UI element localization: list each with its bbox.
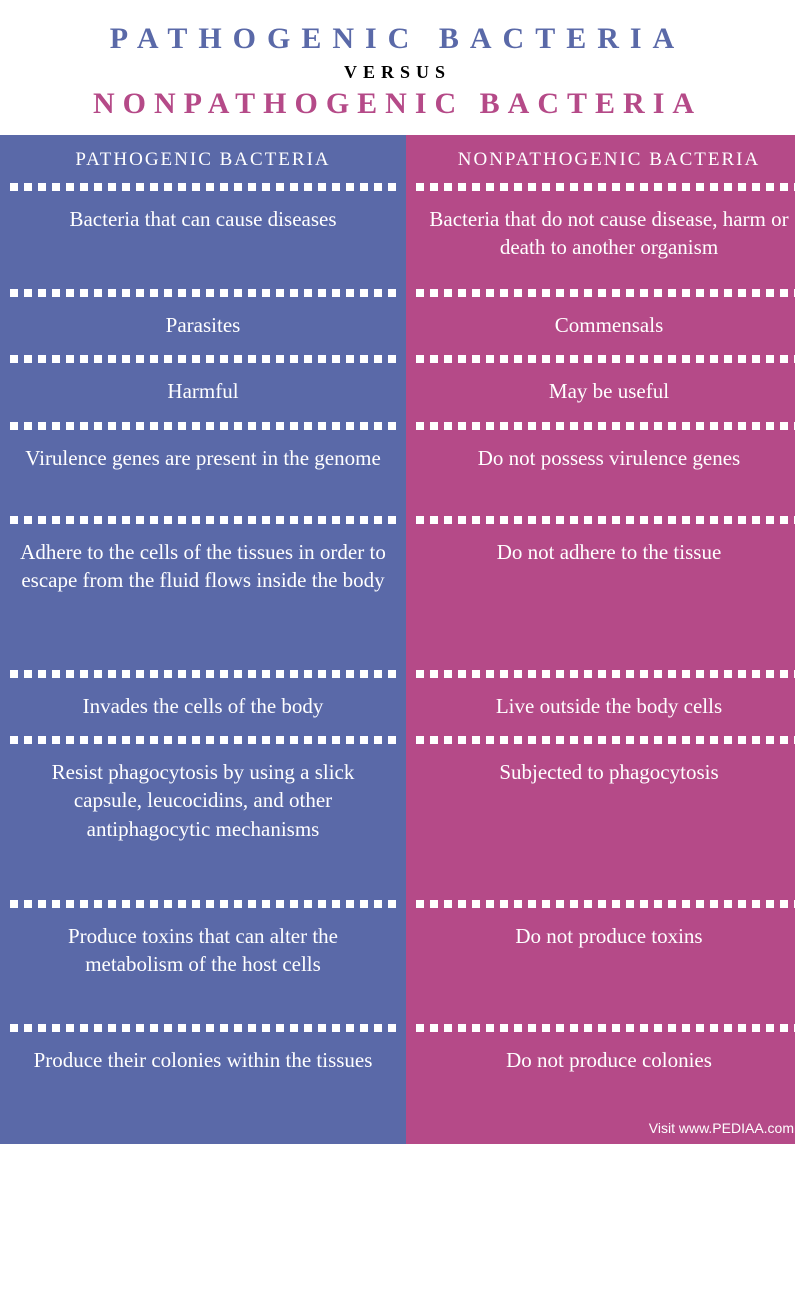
header: PATHOGENIC BACTERIA VERSUS NONPATHOGENIC…: [0, 0, 795, 135]
divider: [406, 1024, 795, 1032]
divider: [0, 183, 406, 191]
table-cell: Subjected to phagocytosis: [406, 744, 795, 900]
table-cell: Parasites: [0, 297, 406, 355]
divider: [0, 900, 406, 908]
table-cell: Produce their colonies within the tissue…: [0, 1032, 406, 1118]
divider: [0, 516, 406, 524]
table-cell: Invades the cells of the body: [0, 678, 406, 736]
column-pathogenic: PATHOGENIC BACTERIA Bacteria that can ca…: [0, 135, 406, 1144]
table-cell: Virulence genes are present in the genom…: [0, 430, 406, 516]
table-cell: Harmful: [0, 363, 406, 421]
divider: [406, 900, 795, 908]
divider: [406, 516, 795, 524]
divider: [406, 289, 795, 297]
table-cell: Bacteria that do not cause disease, harm…: [406, 191, 795, 289]
title-top: PATHOGENIC BACTERIA: [20, 22, 775, 56]
table-cell: Do not produce toxins: [406, 908, 795, 1024]
table-cell: Do not adhere to the tissue: [406, 524, 795, 670]
table-cell: May be useful: [406, 363, 795, 421]
table-cell: Do not produce colonies: [406, 1032, 795, 1118]
divider: [406, 183, 795, 191]
title-bottom: NONPATHOGENIC BACTERIA: [20, 87, 775, 121]
table-cell: Do not possess virulence genes: [406, 430, 795, 516]
column-header-right: NONPATHOGENIC BACTERIA: [406, 135, 795, 183]
divider: [406, 736, 795, 744]
table-cell: Produce toxins that can alter the metabo…: [0, 908, 406, 1024]
divider: [0, 670, 406, 678]
table-cell: Live outside the body cells: [406, 678, 795, 736]
divider: [406, 355, 795, 363]
column-header-left: PATHOGENIC BACTERIA: [0, 135, 406, 183]
divider: [406, 670, 795, 678]
table-cell: Resist phagocytosis by using a slick cap…: [0, 744, 406, 900]
divider: [0, 289, 406, 297]
divider: [0, 1024, 406, 1032]
table-cell: Adhere to the cells of the tissues in or…: [0, 524, 406, 670]
comparison-table: PATHOGENIC BACTERIA Bacteria that can ca…: [0, 135, 795, 1144]
table-cell: Commensals: [406, 297, 795, 355]
divider: [0, 736, 406, 744]
footer-credit: Visit www.PEDIAA.com: [406, 1118, 795, 1144]
divider: [406, 422, 795, 430]
column-nonpathogenic: NONPATHOGENIC BACTERIA Bacteria that do …: [406, 135, 795, 1144]
divider: [0, 422, 406, 430]
table-cell: Bacteria that can cause diseases: [0, 191, 406, 289]
title-versus: VERSUS: [20, 62, 775, 83]
divider: [0, 355, 406, 363]
